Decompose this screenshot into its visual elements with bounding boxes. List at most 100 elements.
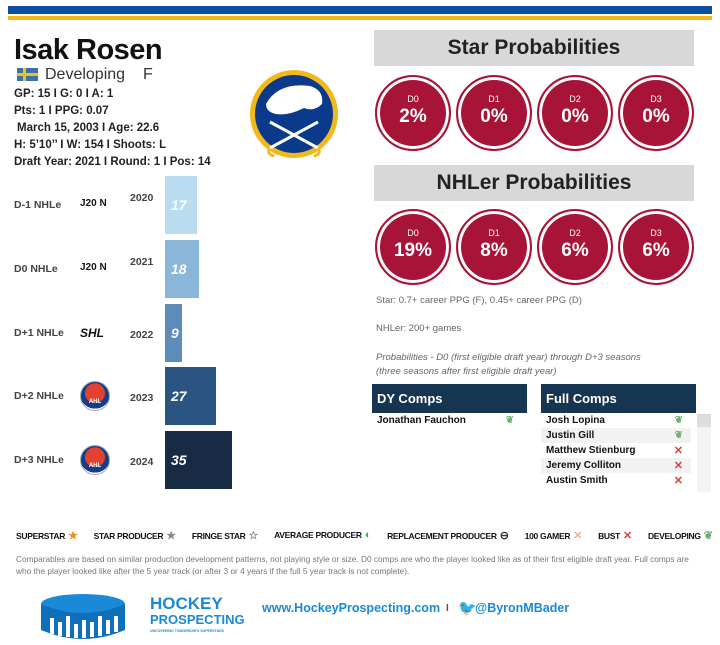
brand-line-2: PROSPECTING [150, 612, 245, 627]
draft-season-label: D0 [407, 228, 419, 238]
season-year: 2020 [130, 192, 154, 204]
twitter-handle[interactable]: @ByronMBader [475, 601, 570, 615]
probability-value: 0% [480, 106, 508, 127]
dy-comps-panel: DY Comps Jonathan Fauchon ❦ [372, 384, 527, 428]
scrollbar[interactable] [697, 414, 711, 492]
league-logo: SHL [80, 326, 104, 340]
scrollbar-thumb[interactable] [697, 414, 711, 427]
fringe-star-icon: ☆ [248, 530, 259, 542]
sweden-flag-icon [17, 68, 38, 81]
legend-label: FRINGE STAR [191, 531, 246, 541]
ahl-logo: AHL [80, 445, 110, 475]
nhle-bar: 18 [165, 240, 200, 298]
star-probability-circle: D0 2% [375, 75, 451, 151]
hockey-puck-logo [41, 594, 125, 639]
probabilities-note-2: (three seasons after first eligible draf… [376, 366, 557, 377]
probability-value: 6% [642, 240, 670, 261]
draft-season-label: D3 [650, 228, 662, 238]
comp-name: Austin Smith [546, 475, 608, 486]
100-gamer-icon: ✕ [573, 530, 583, 542]
nhle-value: 27 [171, 388, 187, 404]
legend: SUPERSTAR ★ STAR PRODUCER ★ FRINGE STAR ☆ AVER… [16, 529, 713, 542]
dy-comps-header: DY Comps [372, 384, 527, 413]
bust-icon: ✕ [623, 530, 632, 542]
star-definition: Star: 0.7+ career PPG (F), 0.45+ career … [376, 295, 582, 306]
league-logo: J20 N [80, 198, 107, 209]
legend-label: 100 GAMER [524, 531, 571, 541]
legend-label: STAR PRODUCER [93, 531, 164, 541]
stats-line: GP: 15 I G: 0 I A: 1 [14, 88, 114, 100]
full-comps-header: Full Comps [541, 384, 696, 413]
bust-icon: ✕ [673, 460, 683, 472]
comp-row[interactable]: Matthew Stienburg ✕ [541, 443, 691, 458]
comp-name: Jonathan Fauchon [377, 415, 466, 426]
nhler-probability-circle: D2 6% [537, 209, 613, 285]
draft-season-label: D1 [488, 94, 500, 104]
brand-line-1: HOCKEY [150, 594, 223, 613]
footnote: Comparables are based on similar product… [16, 554, 689, 576]
nhler-probability-circle: D0 19% [375, 209, 451, 285]
nhler-probability-circle: D1 8% [456, 209, 532, 285]
player-position: F [143, 66, 153, 83]
probabilities-note-1: Probabilities - D0 (first eligible draft… [376, 352, 641, 363]
full-comps-panel: Full Comps Josh Lopina ❦ Justin Gill ❦ Matth… [541, 384, 696, 488]
top-stripe-blue [8, 6, 712, 14]
sabres-logo [250, 70, 338, 158]
nhle-row-label: D+2 NHLe [14, 390, 64, 402]
probability-value: 0% [642, 106, 670, 127]
comp-row[interactable]: Austin Smith ✕ [541, 473, 691, 488]
nhle-row-label: D0 NHLe [14, 263, 58, 275]
points-line: Pts: 1 I PPG: 0.07 [14, 105, 109, 117]
comp-row[interactable]: Justin Gill ❦ [541, 428, 691, 443]
probability-value: 8% [480, 240, 508, 261]
comp-row[interactable]: Jeremy Colliton ✕ [541, 458, 691, 473]
nhle-value: 18 [171, 261, 187, 277]
ahl-logo-text: AHL [88, 399, 102, 405]
website-link[interactable]: www.HockeyProspecting.com [262, 601, 441, 615]
legend-item: FRINGE STAR ☆ [191, 529, 259, 542]
nhle-row-label: D+3 NHLe [14, 454, 64, 466]
comp-name: Justin Gill [546, 430, 595, 441]
comp-name: Matthew Stienburg [546, 445, 636, 456]
developing-icon: ❦ [674, 430, 683, 441]
legend-label: SUPERSTAR [16, 531, 66, 541]
nhle-row-label: D+1 NHLe [14, 327, 64, 339]
legend-item: BUST ✕ [598, 529, 632, 542]
top-stripe-gold [8, 16, 712, 20]
legend-label: AVERAGE PRODUCER [274, 530, 362, 540]
legend-item: 100 GAMER ✕ [524, 529, 583, 542]
player-status: Developing [45, 66, 126, 83]
legend-item: SUPERSTAR ★ [16, 529, 78, 542]
draft-season-label: D3 [650, 94, 662, 104]
season-year: 2024 [130, 456, 154, 468]
probability-value: 0% [561, 106, 589, 127]
developing-icon: ❦ [505, 415, 514, 426]
nhle-bar: 27 [165, 367, 217, 425]
season-year: 2022 [130, 329, 154, 341]
bust-icon: ✕ [673, 475, 683, 487]
nhle-bar: 35 [165, 431, 232, 489]
size-line: H: 5’10’’ I W: 154 I Shoots: L [14, 139, 167, 151]
average-producer-icon: ◐ [364, 529, 372, 541]
superstar-icon: ★ [68, 530, 78, 542]
player-name: Isak Rosen [14, 34, 163, 66]
star-probability-circle: D2 0% [537, 75, 613, 151]
star-probability-circle: D1 0% [456, 75, 532, 151]
season-year: 2023 [130, 392, 154, 404]
ahl-logo: AHL [80, 381, 110, 411]
probability-value: 6% [561, 240, 589, 261]
legend-item: DEVELOPING ❦ [648, 529, 713, 542]
ahl-logo-text: AHL [88, 463, 102, 469]
nhle-value: 17 [171, 197, 187, 213]
star-producer-icon: ★ [166, 530, 176, 542]
draft-season-label: D1 [488, 228, 500, 238]
comp-row[interactable]: Jonathan Fauchon ❦ [372, 413, 522, 428]
legend-item: STAR PRODUCER ★ [94, 529, 176, 542]
draft-season-label: D2 [569, 228, 581, 238]
brand-tagline: UNCOVERING TOMORROW'S SUPERSTARS [150, 629, 225, 633]
birth-line: March 15, 2003 I Age: 22.6 [17, 122, 160, 134]
draft-season-label: D0 [407, 94, 419, 104]
comp-row[interactable]: Josh Lopina ❦ [541, 413, 691, 428]
league-logo: J20 N [80, 262, 107, 273]
legend-label: DEVELOPING [647, 531, 701, 541]
